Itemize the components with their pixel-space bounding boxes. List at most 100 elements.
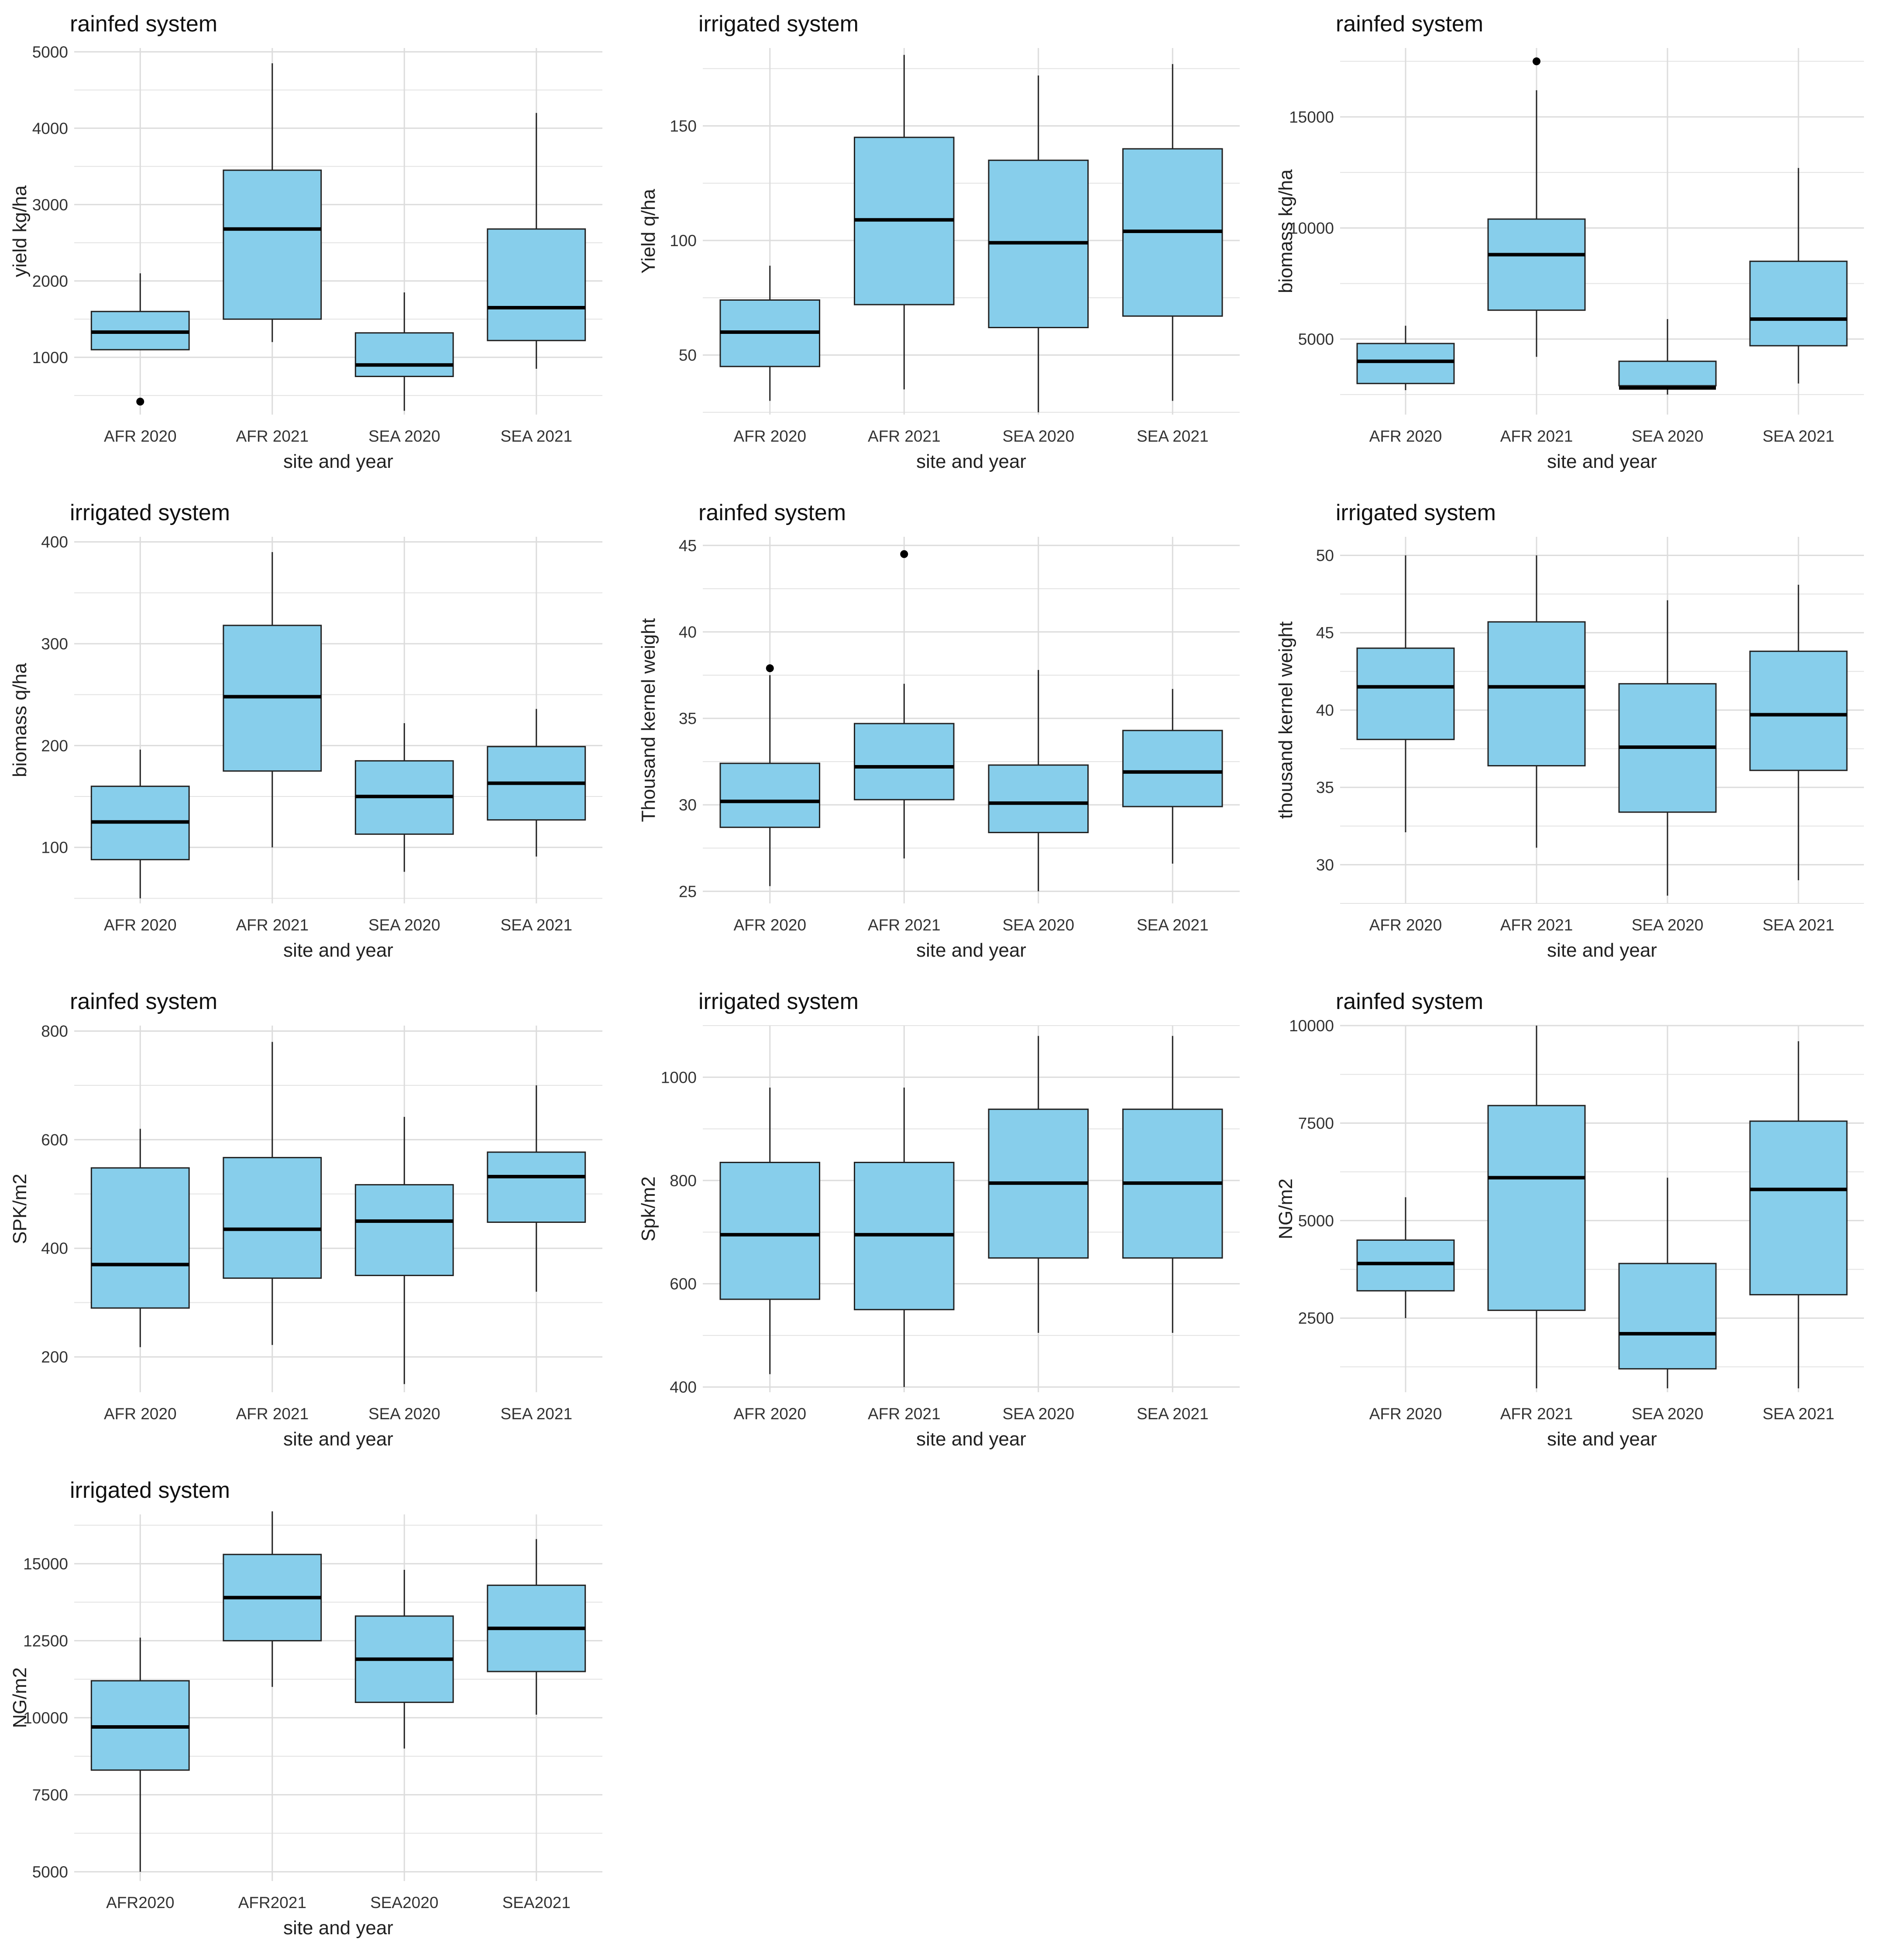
y-tick-label: 50 (1316, 547, 1334, 565)
chart-title: rainfed system (70, 11, 217, 37)
chart-panel: 50 100 150 AFR 2020 AFR 2021 SEA 2020 SEA 2021… (637, 4, 1257, 489)
box-2 (354, 723, 454, 872)
iqr-box (354, 1184, 454, 1276)
chart-panel: 100 200 300 400 AFR 2020 AFR 2021 SEA 2020 SEA … (9, 493, 620, 978)
x-tick-label: SEA2020 (370, 1894, 438, 1912)
x-tick-label: AFR 2021 (236, 1405, 309, 1423)
x-tick-label: SEA 2020 (368, 916, 440, 934)
x-axis-label: site and year (283, 1917, 393, 1939)
box-1 (223, 1042, 322, 1345)
y-tick-label: 800 (670, 1172, 697, 1190)
boxplot-chart: 2500 5000 7500 10000 AFR 2020 AFR 2021 SEA 202… (1275, 989, 1864, 1450)
chart-title: rainfed system (1336, 11, 1483, 37)
box-2 (1618, 319, 1717, 395)
box-3 (487, 1085, 586, 1292)
iqr-box (354, 332, 454, 377)
y-tick-label: 50 (679, 347, 697, 364)
iqr-box (487, 1151, 586, 1223)
box-3 (1749, 1041, 1848, 1389)
x-tick-label: AFR2020 (106, 1894, 174, 1912)
x-tick-label: SEA 2020 (368, 427, 440, 445)
x-axis-label: site and year (916, 1428, 1026, 1450)
box-0 (1356, 1197, 1455, 1318)
boxplot-chart: 30 35 40 45 50 AFR 2020 AFR 2021 SEA 2020 SEA 20… (1275, 500, 1864, 961)
x-axis-label: site and year (1547, 451, 1657, 472)
outlier-point (1533, 57, 1540, 65)
box-1 (1487, 555, 1586, 848)
box-2 (1618, 600, 1717, 896)
x-axis-label: site and year (916, 451, 1026, 472)
x-tick-label: SEA 2020 (368, 1405, 440, 1423)
box-1 (853, 550, 955, 858)
x-axis-label: site and year (1547, 1428, 1657, 1450)
y-tick-label: 12500 (23, 1632, 68, 1650)
chart-panel: 400 600 800 1000 AFR 2020 AFR 2021 SEA 2020 SEA… (637, 982, 1257, 1466)
y-tick-label: 100 (670, 232, 697, 250)
box-3 (1122, 64, 1223, 401)
iqr-box (1122, 730, 1223, 807)
x-tick-label: SEA2021 (502, 1894, 571, 1912)
box-2 (988, 670, 1089, 892)
y-tick-label: 200 (41, 737, 68, 755)
box-1 (223, 1511, 322, 1687)
iqr-box (1749, 1120, 1848, 1296)
box-3 (487, 709, 586, 857)
x-axis-label: site and year (1547, 940, 1657, 961)
y-tick-label: 25 (679, 882, 697, 900)
box-1 (853, 1087, 955, 1387)
y-tick-label: 400 (41, 533, 68, 551)
y-tick-label: 5000 (1298, 330, 1334, 348)
y-tick-label: 400 (41, 1239, 68, 1257)
boxplot-chart: 400 600 800 1000 AFR 2020 AFR 2021 SEA 2020 SEA… (638, 989, 1240, 1450)
box-0 (90, 1637, 190, 1872)
x-axis-label: site and year (283, 940, 393, 961)
x-tick-label: SEA 2020 (1632, 916, 1704, 934)
box-2 (988, 76, 1089, 412)
iqr-box (853, 723, 955, 800)
box-3 (1122, 689, 1223, 864)
box-1 (223, 63, 322, 342)
iqr-box (223, 1157, 322, 1279)
outlier-point (136, 398, 144, 406)
iqr-box (1749, 261, 1848, 347)
x-tick-label: SEA 2021 (500, 427, 572, 445)
x-tick-label: AFR 2021 (236, 916, 309, 934)
y-tick-label: 600 (41, 1131, 68, 1149)
x-tick-label: AFR 2020 (1369, 916, 1442, 934)
y-tick-label: 4000 (32, 120, 68, 137)
iqr-box (1356, 647, 1455, 740)
x-tick-label: AFR 2021 (236, 427, 309, 445)
x-axis-label: site and year (283, 451, 393, 472)
iqr-box (487, 228, 586, 341)
x-tick-label: AFR 2020 (104, 916, 177, 934)
chart-panel: 1000 2000 3000 4000 5000 AFR 2020 AFR 2021 SEA … (9, 4, 620, 489)
x-tick-label: AFR2021 (238, 1894, 306, 1912)
x-tick-label: AFR 2020 (733, 427, 806, 445)
box-0 (1356, 555, 1455, 832)
y-tick-label: 15000 (23, 1555, 68, 1573)
chart-panel: 30 35 40 45 50 AFR 2020 AFR 2021 SEA 2020 SEA 20… (1275, 493, 1881, 978)
chart-title: rainfed system (1336, 989, 1483, 1014)
y-tick-label: 100 (41, 839, 68, 857)
x-tick-label: AFR 2020 (104, 1405, 177, 1423)
y-tick-label: 1000 (661, 1068, 697, 1086)
boxplot-chart: 25 30 35 40 45 AFR 2020 AFR 2021 SEA 2020 SEA 20… (638, 500, 1240, 961)
box-0 (719, 265, 821, 401)
y-axis-label: Yield q/ha (638, 189, 659, 274)
y-axis-label: yield kg/ha (9, 185, 31, 277)
chart-title: rainfed system (70, 989, 217, 1014)
box-2 (354, 292, 454, 411)
box-3 (487, 113, 586, 369)
iqr-box (988, 764, 1089, 834)
y-tick-label: 15000 (1289, 108, 1334, 126)
box-3 (1749, 168, 1848, 384)
x-tick-label: AFR 2020 (104, 427, 177, 445)
x-tick-label: SEA 2020 (1632, 1405, 1704, 1423)
box-0 (719, 1087, 821, 1374)
iqr-box (719, 762, 821, 828)
chart-panel: 2500 5000 7500 10000 AFR 2020 AFR 2021 SEA 202… (1275, 982, 1881, 1466)
x-tick-label: AFR 2020 (733, 916, 806, 934)
chart-title: rainfed system (698, 500, 846, 525)
box-3 (487, 1539, 586, 1715)
